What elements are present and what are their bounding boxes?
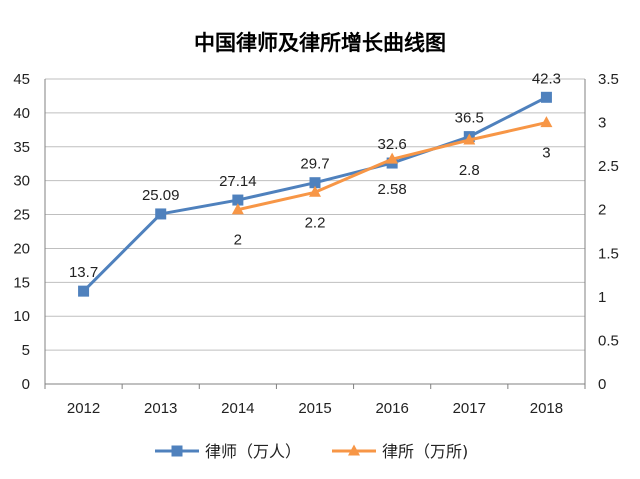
law-firms-data-label: 2 bbox=[234, 232, 242, 249]
y-left-tick-label: 20 bbox=[13, 240, 30, 257]
lawyers-data-label: 42.3 bbox=[532, 70, 561, 87]
y-left-tick-label: 45 bbox=[13, 71, 30, 88]
lawyers-data-label: 25.09 bbox=[142, 187, 180, 204]
y-right-tick-label: 1 bbox=[598, 289, 606, 306]
law-firms-marker bbox=[309, 185, 321, 197]
y-right-tick-label: 2 bbox=[598, 202, 606, 219]
x-tick-label: 2013 bbox=[144, 400, 177, 417]
x-tick-label: 2017 bbox=[453, 400, 486, 417]
lawyers-marker bbox=[309, 177, 321, 189]
law-firms-data-label: 2.8 bbox=[459, 162, 480, 179]
y-left-tick-label: 35 bbox=[13, 139, 30, 156]
y-right-tick-label: 0 bbox=[598, 376, 606, 393]
x-tick-label: 2018 bbox=[530, 400, 563, 417]
y-left-tick-label: 25 bbox=[13, 207, 30, 224]
lawyers-data-label: 27.14 bbox=[219, 173, 257, 190]
y-right-tick-label: 3.5 bbox=[598, 71, 619, 88]
data-labels: 13.7 25.09 27.14 29.7 32.6 36.5 42.3 2 2.2 2.58 2.… bbox=[69, 70, 561, 281]
legend: 律师（万人） 律所（万所) bbox=[155, 442, 468, 461]
lawyers-marker bbox=[232, 194, 244, 206]
lawyers-data-label: 36.5 bbox=[455, 110, 484, 127]
y-left-tick-label: 5 bbox=[22, 342, 30, 359]
law-firms-data-label: 3 bbox=[542, 145, 550, 162]
law-firms-marker bbox=[463, 133, 476, 145]
lawyers-marker bbox=[155, 208, 167, 220]
y-left-tick-label: 15 bbox=[13, 274, 30, 291]
lawyers-marker bbox=[78, 285, 90, 297]
legend-item-law-firms: 律所（万所) bbox=[332, 442, 468, 461]
series-law-firms bbox=[231, 116, 553, 215]
y-right-tick-label: 1.5 bbox=[598, 245, 619, 262]
legend-label: 律师（万人） bbox=[205, 442, 301, 461]
lawyers-data-label: 13.7 bbox=[69, 264, 98, 281]
y-right-tick-label: 3 bbox=[598, 115, 606, 132]
x-tick-label: 2012 bbox=[67, 400, 100, 417]
series-layer bbox=[78, 91, 553, 297]
y-right-tick-label: 2.5 bbox=[598, 158, 619, 175]
lawyers-data-label: 29.7 bbox=[300, 156, 329, 173]
y-left-tick-label: 30 bbox=[13, 173, 30, 190]
law-firms-marker bbox=[386, 152, 399, 164]
x-tick-label: 2015 bbox=[298, 400, 331, 417]
legend-label: 律所（万所) bbox=[382, 442, 468, 461]
x-tick-label: 2016 bbox=[375, 400, 408, 417]
law-firms-data-label: 2.58 bbox=[378, 181, 407, 198]
legend-square-icon bbox=[171, 445, 183, 457]
x-tick-label: 2014 bbox=[221, 400, 254, 417]
law-firms-marker bbox=[540, 116, 553, 128]
law-firms-marker bbox=[231, 203, 244, 215]
law-firms-data-label: 2.2 bbox=[305, 214, 326, 231]
y-left-tick-label: 0 bbox=[22, 376, 30, 393]
y-left-tick-label: 40 bbox=[13, 105, 30, 122]
lawyers-data-label: 32.6 bbox=[378, 136, 407, 153]
legend-triangle-icon bbox=[348, 444, 360, 456]
y-right-tick-label: 0.5 bbox=[598, 332, 619, 349]
lawyers-marker bbox=[540, 91, 552, 103]
legend-item-lawyers: 律师（万人） bbox=[155, 442, 301, 461]
axes: 0 5 10 15 20 25 30 35 40 45 0 0.5 1 1.5 2 2.5 3 3.5 2012 20… bbox=[13, 71, 619, 417]
y-left-tick-label: 10 bbox=[13, 308, 30, 325]
chart-title: 中国律师及律所增长曲线图 bbox=[194, 31, 446, 55]
